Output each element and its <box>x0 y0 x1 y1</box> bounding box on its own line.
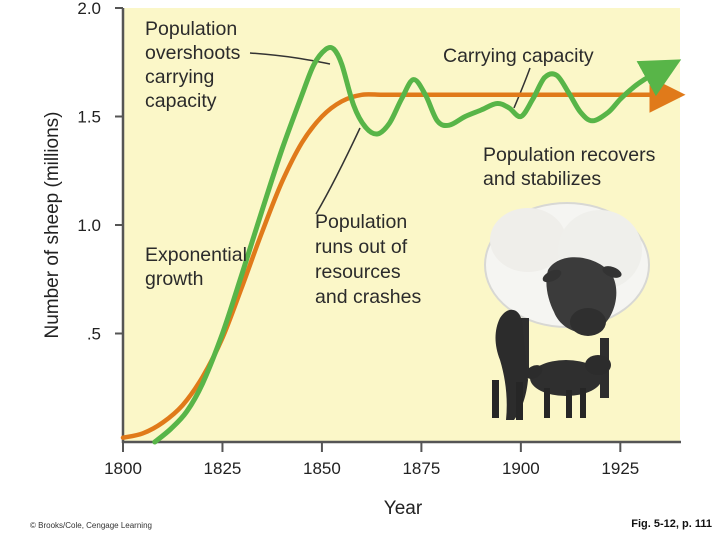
x-axis-ticks: 1800 1825 1850 1875 1900 1925 <box>104 442 639 478</box>
copyright-credit: © Brooks/Cole, Cengage Learning <box>30 521 152 530</box>
x-tick-label: 1850 <box>303 459 341 478</box>
y-tick-label: 1.5 <box>77 108 101 127</box>
x-tick-label: 1825 <box>204 459 242 478</box>
figure-reference: Fig. 5-12, p. 111 <box>631 518 712 530</box>
annotation-exponential: Exponential growth <box>145 244 252 290</box>
annotation-crash: Population runs out of resources and cra… <box>315 211 421 308</box>
x-tick-label: 1800 <box>104 459 142 478</box>
y-axis-ticks: .5 1.0 1.5 2.0 <box>77 0 123 344</box>
annotation-carrying-capacity: Carrying capacity <box>443 45 594 67</box>
y-axis-title: Number of sheep (millions) <box>42 111 63 338</box>
x-tick-label: 1875 <box>402 459 440 478</box>
y-tick-label: 1.0 <box>77 216 101 235</box>
x-tick-label: 1900 <box>502 459 540 478</box>
carrying-capacity-line <box>120 76 686 440</box>
leader-crash <box>315 127 361 215</box>
annotation-recovers: Population recovers and stabilizes <box>483 144 661 190</box>
sheep-with-lambs-icon <box>484 202 650 420</box>
y-tick-label: .5 <box>87 325 101 344</box>
x-tick-label: 1925 <box>601 459 639 478</box>
leader-overshoot <box>249 52 331 65</box>
x-axis-title: Year <box>384 498 423 519</box>
leader-carrying-capacity <box>513 67 531 109</box>
annotation-overshoot: Population overshoots carrying capacity <box>145 18 246 112</box>
population-line <box>152 44 682 445</box>
y-tick-label: 2.0 <box>77 0 101 18</box>
